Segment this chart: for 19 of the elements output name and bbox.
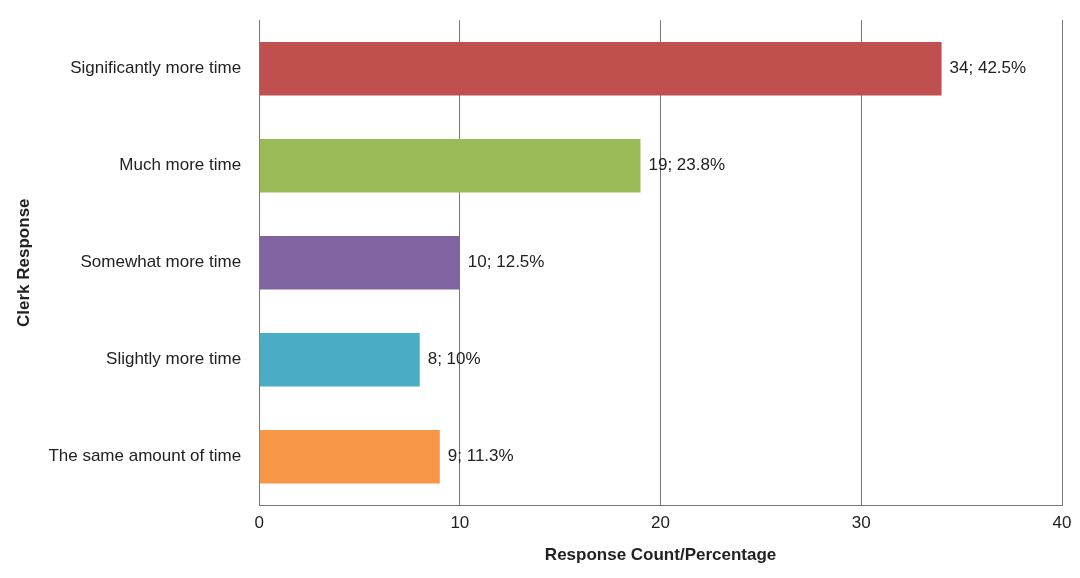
x-tick-label: 10 <box>450 513 470 533</box>
x-tick-label: 20 <box>651 513 671 533</box>
y-tick-label: Much more time <box>119 155 242 175</box>
bar <box>259 42 942 96</box>
x-axis-title: Response Count/Percentage <box>544 545 777 565</box>
y-tick-label: Somewhat more time <box>80 252 242 272</box>
y-axis-title: Clerk Response <box>13 198 33 327</box>
bar <box>259 139 641 193</box>
bar <box>259 333 420 387</box>
bar <box>259 236 460 290</box>
data-label: 34; 42.5% <box>949 58 1027 78</box>
x-tick-label: 40 <box>1052 513 1072 533</box>
x-tick-label: 0 <box>254 513 264 533</box>
y-tick-label: Slightly more time <box>106 349 242 369</box>
bar <box>259 430 440 484</box>
y-tick-label: The same amount of time <box>48 446 242 466</box>
y-tick-label: Significantly more time <box>70 58 242 78</box>
data-label: 10; 12.5% <box>467 252 545 272</box>
x-tick-label: 30 <box>851 513 871 533</box>
